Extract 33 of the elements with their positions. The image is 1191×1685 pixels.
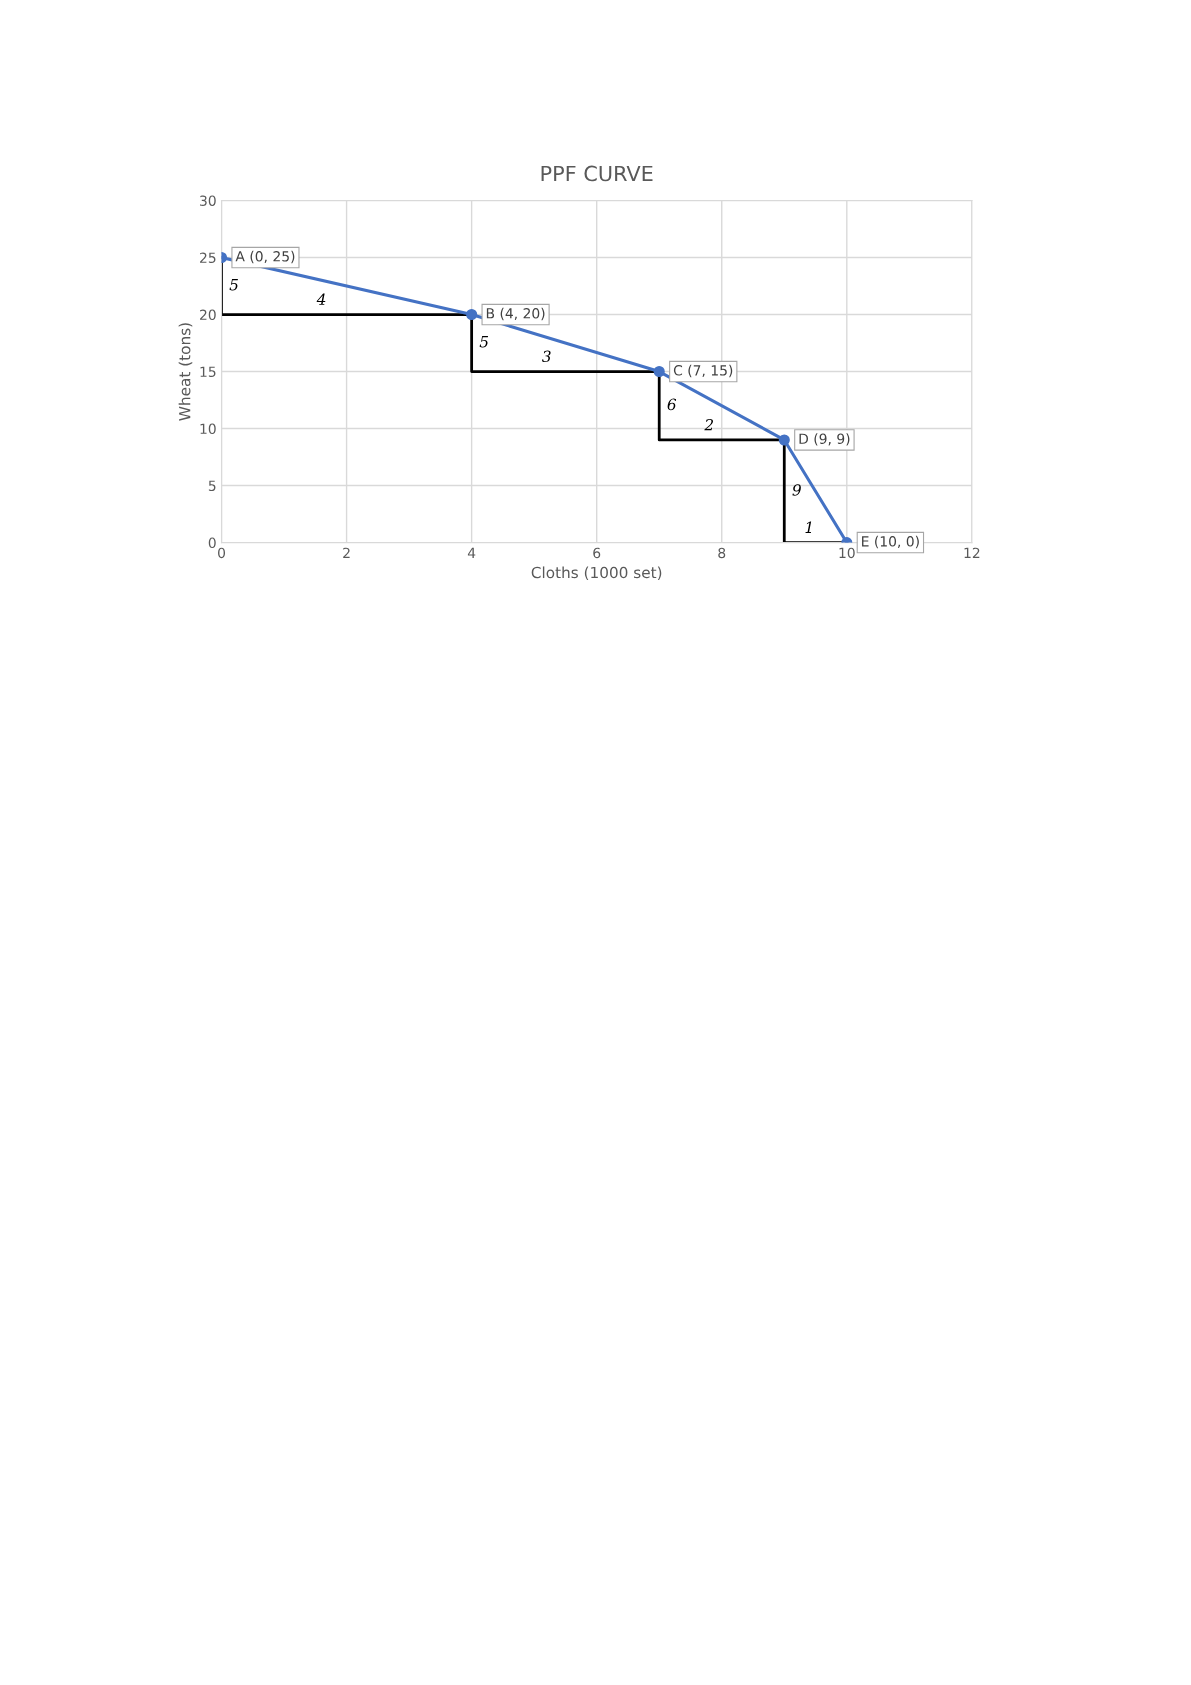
annotation: 6 [667,398,677,411]
x-tick-label: 10 [839,547,855,559]
y-tick-label: 30 [200,195,216,206]
y-tick-label: 10 [200,423,216,435]
data-label: A (0, 25) [235,250,295,264]
x-tick-label: 4 [467,547,476,558]
annotation: 1 [805,521,812,533]
x-axis-title: Cloths (1000 set) [531,566,662,581]
y-tick-label: 15 [200,366,216,378]
data-label: E (10, 0) [862,535,919,549]
y-tick-label: 20 [200,309,216,321]
y-tick-label: 5 [208,480,216,492]
data-label: C (7, 15) [673,364,733,378]
x-tick-label: 6 [593,547,601,559]
y-axis-title: Wheat (tons) [178,323,193,421]
y-tick-label: 25 [200,252,216,263]
chart-title: PPF CURVE [541,165,653,182]
annotation: 4 [316,293,326,305]
x-tick-label: 2 [343,547,350,558]
y-tick-label: 0 [208,537,216,549]
annotation: 5 [229,279,238,291]
x-tick-label: 8 [718,547,726,559]
annotation: 3 [541,350,551,363]
annotation: 5 [479,336,489,348]
annotation: 2 [704,418,714,431]
x-tick-label: 0 [218,547,226,559]
x-tick-label: 12 [964,547,980,558]
data-label: B (4, 20) [486,307,545,321]
point [778,434,790,446]
point [466,308,478,321]
point [653,365,665,378]
data-label: D (9, 9) [799,433,850,446]
annotation: 9 [792,484,801,496]
